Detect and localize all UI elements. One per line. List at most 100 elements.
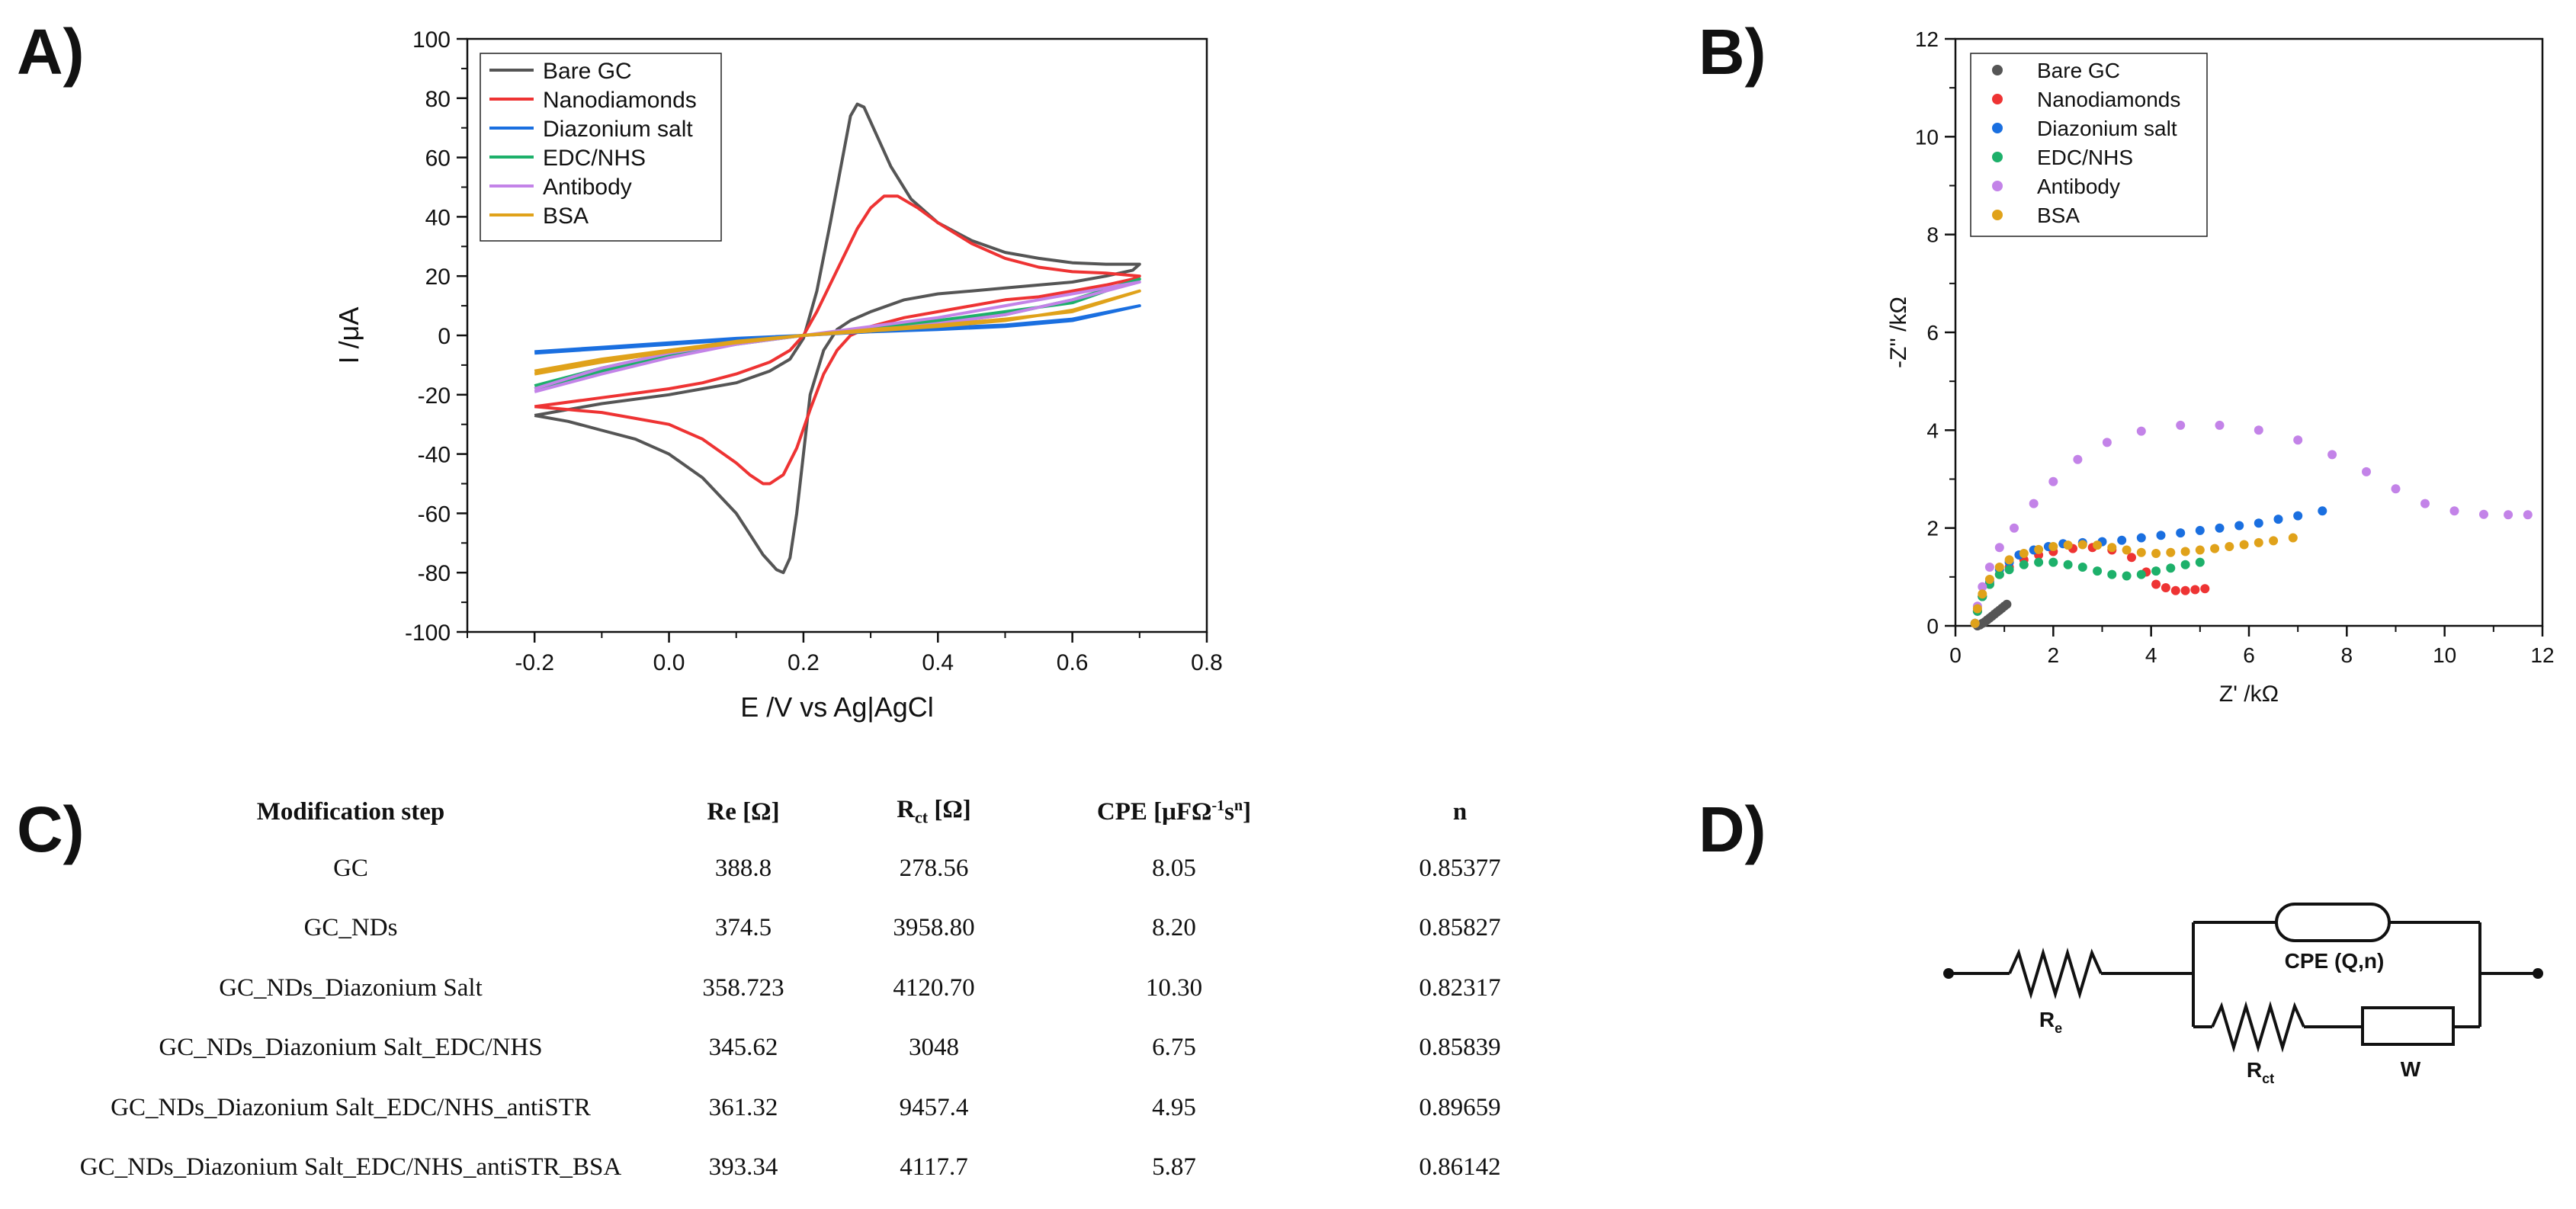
table-cell: 388.8 <box>714 854 772 882</box>
nyquist-point-antibody <box>2254 425 2263 435</box>
nyquist-point-antibody <box>2029 499 2039 508</box>
nyquist-point-antibody <box>1970 618 1980 628</box>
nyquist-point-edc-nhs <box>2180 560 2190 569</box>
cv-series-line-bsa <box>534 289 1141 376</box>
nyquist-point-diazonium-salt <box>2215 523 2225 533</box>
table-cell: 345.62 <box>708 1034 778 1062</box>
nyquist-point-edc-nhs <box>2093 566 2103 576</box>
nyquist-y-tick-label: 2 <box>1926 517 1939 540</box>
nyquist-point-nanodiamonds <box>2034 550 2044 560</box>
impedance-parameter-table: Modification step Re [Ω] Rct [Ω] CPE [μF… <box>69 785 1586 1198</box>
nyquist-point-nanodiamonds <box>2190 585 2200 595</box>
nyquist-point-bsa <box>2122 545 2132 555</box>
nyquist-point-bare-gc <box>1987 611 1997 621</box>
nyquist-point-edc-nhs <box>2019 560 2029 569</box>
nyquist-point-antibody <box>2327 450 2337 460</box>
nyquist-legend-label: Diazonium salt <box>2037 117 2177 140</box>
nyquist-point-nanodiamonds <box>2019 555 2029 565</box>
nyquist-point-diazonium-salt <box>2273 515 2283 524</box>
nyquist-legend-marker <box>1992 210 2003 220</box>
nyquist-point-bare-gc <box>1994 605 2004 615</box>
nyquist-point-diazonium-salt <box>1994 565 2004 575</box>
nyquist-point-antibody <box>2176 420 2186 430</box>
nyquist-point-diazonium-salt <box>2195 525 2205 535</box>
nyquist-point-edc-nhs <box>1972 606 1982 616</box>
table-cell: 0.86142 <box>1419 1153 1501 1182</box>
nyquist-point-bare-gc <box>1980 617 1990 627</box>
nyquist-legend-marker <box>1992 94 2003 104</box>
cv-y-tick-label: 0 <box>438 324 451 349</box>
nyquist-point-antibody <box>1994 543 2004 553</box>
rct-label: Rct <box>2247 1058 2274 1086</box>
nyquist-point-diazonium-salt <box>2234 521 2244 531</box>
nyquist-plot-frame <box>1954 37 2544 627</box>
nyquist-point-antibody <box>2048 476 2058 486</box>
cv-x-tick-label: 0.0 <box>653 650 685 675</box>
table-cell: 358.723 <box>702 973 784 1002</box>
cpe-element-symbol <box>2275 903 2391 942</box>
nyquist-point-diazonium-salt <box>2077 537 2087 547</box>
nyquist-y-axis-label: -Z'' /kΩ <box>1886 297 1911 368</box>
nyquist-point-nanodiamonds <box>2048 547 2058 556</box>
table-cell: GC_NDs <box>303 914 398 942</box>
re-label: Re <box>2039 1008 2062 1036</box>
table-cell: 8.05 <box>1152 854 1196 882</box>
nyquist-point-diazonium-salt <box>2117 535 2127 545</box>
nyquist-point-antibody <box>2479 509 2488 519</box>
nyquist-legend-box <box>1970 53 2208 237</box>
nyquist-point-bsa <box>2019 549 2029 558</box>
nyquist-point-bare-gc <box>1978 618 1987 628</box>
nyquist-point-bsa <box>2107 543 2117 553</box>
nyquist-legend-marker <box>1992 181 2003 191</box>
nyquist-point-edc-nhs <box>1984 579 1994 589</box>
table-cell: 10.30 <box>1145 973 1203 1002</box>
table-cell: GC_NDs_Diazonium Salt_EDC/NHS_antiSTR_BS… <box>79 1153 622 1182</box>
nyquist-point-bare-gc <box>1990 609 2000 619</box>
nyquist-x-tick-label: 12 <box>2530 643 2554 667</box>
nyquist-legend-label: EDC/NHS <box>2037 146 2133 169</box>
nyquist-point-bsa <box>2136 547 2146 557</box>
nyquist-y-tick-label: 6 <box>1926 321 1939 345</box>
nyquist-point-nanodiamonds <box>1972 606 1982 616</box>
nyquist-point-antibody <box>2136 426 2146 436</box>
table-cell: 361.32 <box>708 1093 778 1121</box>
nyquist-point-bsa <box>2195 545 2205 555</box>
nyquist-point-diazonium-salt <box>1970 618 1980 628</box>
nyquist-point-nanodiamonds <box>1994 569 2004 579</box>
nyquist-point-bare-gc <box>1982 615 1992 625</box>
nyquist-x-tick-label: 8 <box>2341 643 2353 667</box>
table-cell: GC_NDs_Diazonium Salt <box>219 973 483 1002</box>
nyquist-point-edc-nhs <box>1978 592 1987 601</box>
nyquist-point-nanodiamonds <box>1984 579 1994 589</box>
table-cell: 374.5 <box>714 914 772 942</box>
nyquist-point-bsa <box>2048 542 2058 551</box>
nyquist-point-diazonium-salt <box>2254 518 2263 528</box>
panel-label-b: B) <box>1699 16 1766 88</box>
nyquist-point-antibody <box>2391 484 2401 494</box>
nyquist-point-diazonium-salt <box>2176 528 2186 538</box>
nyquist-point-diazonium-salt <box>2043 542 2053 551</box>
nyquist-legend-marker <box>1992 65 2003 75</box>
nyquist-point-bsa <box>2077 540 2087 550</box>
nyquist-x-tick-label: 2 <box>2048 643 2060 667</box>
nyquist-point-antibody <box>2073 454 2083 464</box>
column-header-cpe: CPE [μFΩ-1sn] <box>1096 797 1252 826</box>
cv-y-axis-label: I /μA <box>333 307 364 364</box>
nyquist-point-nanodiamonds <box>2180 585 2190 595</box>
cv-legend-label: Bare GC <box>543 59 632 84</box>
nyquist-point-diazonium-salt <box>2318 506 2327 516</box>
nyquist-point-edc-nhs <box>2166 563 2176 573</box>
circuit-terminal-left <box>1943 968 1954 979</box>
nyquist-point-edc-nhs <box>2107 569 2117 579</box>
nyquist-point-diazonium-salt <box>1984 577 1994 587</box>
nyquist-point-edc-nhs <box>2195 557 2205 567</box>
table-row: GC_NDs 374.5 3958.80 8.20 0.85827 <box>69 899 1586 959</box>
nyquist-point-edc-nhs <box>1970 618 1980 628</box>
nyquist-y-tick-label: 12 <box>1915 27 1939 51</box>
table-header-row: Modification step Re [Ω] Rct [Ω] CPE [μF… <box>69 785 1586 839</box>
nyquist-point-edc-nhs <box>2004 565 2014 575</box>
cv-series-line-diazonium-salt <box>534 304 1141 355</box>
nyquist-point-diazonium-salt <box>2004 557 2014 567</box>
cv-series-line-nanodiamonds <box>534 194 1141 486</box>
nyquist-y-tick-label: 4 <box>1926 418 1939 442</box>
